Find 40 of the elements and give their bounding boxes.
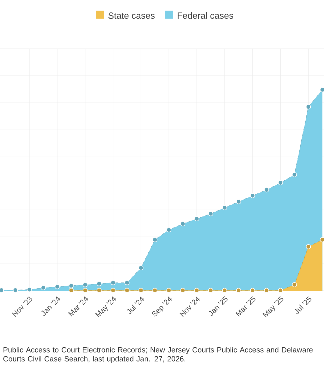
point xyxy=(110,288,116,294)
point xyxy=(278,288,284,294)
point xyxy=(138,288,144,294)
point xyxy=(68,288,74,294)
point xyxy=(68,283,74,288)
point xyxy=(180,222,186,227)
point xyxy=(96,288,102,294)
point xyxy=(138,266,144,271)
point xyxy=(82,282,88,288)
point xyxy=(27,287,32,292)
point xyxy=(54,284,60,290)
point xyxy=(152,288,158,294)
point xyxy=(208,212,214,217)
point xyxy=(82,288,88,294)
point xyxy=(222,288,228,294)
point xyxy=(264,288,270,294)
point xyxy=(306,244,312,250)
point xyxy=(208,288,214,294)
point xyxy=(236,199,242,204)
point xyxy=(124,288,130,294)
point xyxy=(96,281,102,286)
legend-label: Federal cases xyxy=(178,12,234,20)
point xyxy=(306,104,312,110)
point xyxy=(264,188,270,193)
point xyxy=(292,172,298,178)
point xyxy=(166,228,172,233)
point xyxy=(278,180,284,186)
point xyxy=(236,288,242,294)
point xyxy=(180,288,186,294)
point xyxy=(152,237,158,242)
point xyxy=(41,285,46,290)
point xyxy=(124,280,130,286)
point xyxy=(194,288,200,294)
point xyxy=(292,282,298,288)
point xyxy=(222,205,228,210)
point xyxy=(250,193,256,198)
legend-label: State cases xyxy=(108,12,155,20)
point xyxy=(110,280,116,286)
point xyxy=(166,288,172,294)
point xyxy=(194,216,200,222)
